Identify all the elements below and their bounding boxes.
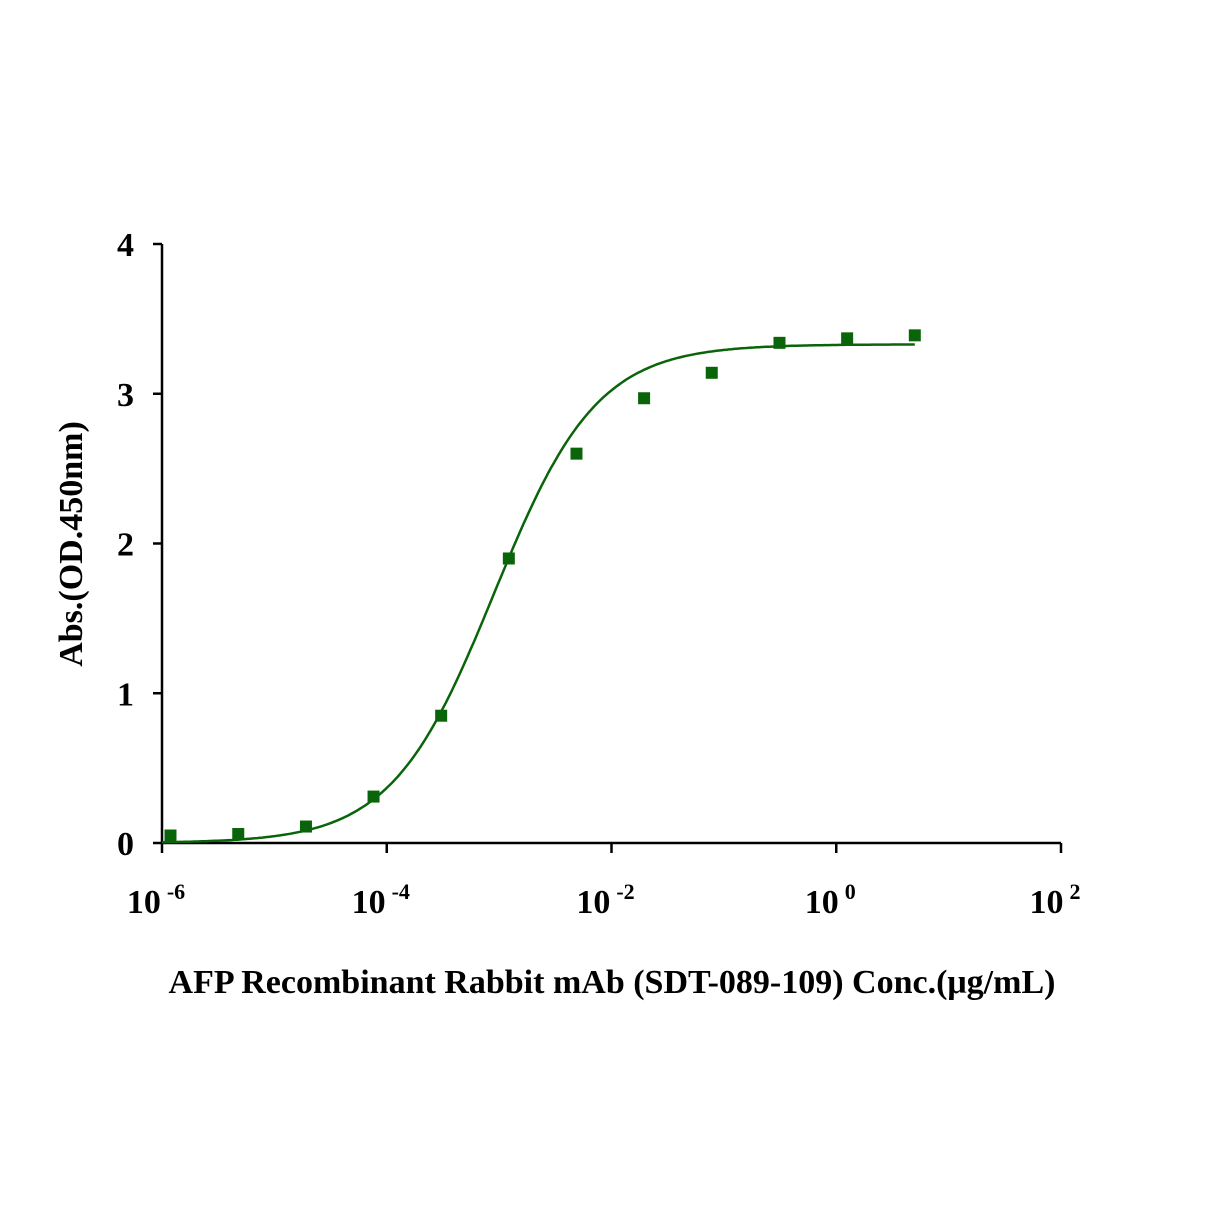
y-tick-label: 2 — [117, 527, 134, 564]
data-point — [705, 366, 718, 379]
x-tick-label: 10 -4 — [352, 879, 410, 921]
data-point — [502, 552, 515, 565]
y-tick-label: 1 — [117, 676, 134, 713]
x-axis-label: AFP Recombinant Rabbit mAb (SDT-089-109)… — [169, 964, 1056, 1001]
data-point — [164, 829, 177, 842]
data-point — [232, 828, 245, 841]
x-tick-label: 10 -6 — [127, 879, 185, 921]
x-tick-label: 10 -2 — [576, 879, 634, 921]
data-point — [299, 820, 312, 833]
x-tick-label: 10 2 — [1030, 879, 1081, 921]
y-tick-label: 0 — [117, 826, 134, 863]
axes: 0 1 2 3 4 10 -6 10 -4 10 -2 10 0 10 2 — [117, 227, 1081, 921]
data-point — [367, 790, 380, 803]
data-point — [435, 709, 448, 722]
y-tick-label: 3 — [117, 377, 134, 414]
data-point — [908, 329, 921, 342]
data-point — [773, 336, 786, 349]
y-axis-label: Abs.(OD.450nm) — [53, 421, 90, 667]
x-tick-label: 10 0 — [805, 879, 856, 921]
data-points — [164, 329, 921, 842]
y-tick-label: 4 — [117, 227, 134, 264]
data-point — [638, 392, 651, 405]
data-point — [570, 447, 583, 460]
fit-curve — [162, 343, 915, 844]
data-point — [841, 332, 854, 345]
